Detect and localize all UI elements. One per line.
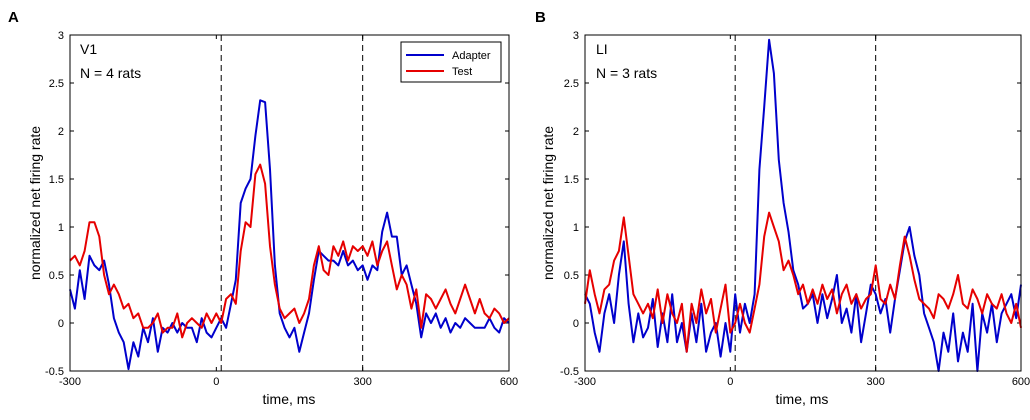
series-line-test-a — [69, 163, 510, 339]
x-tick-label: 300 — [866, 376, 884, 388]
y-tick-label: 0 — [573, 318, 579, 330]
x-tick-label: 300 — [353, 376, 371, 388]
x-tick-label: -300 — [574, 376, 596, 388]
stimulus-markers-b — [734, 35, 877, 371]
y-axis-label-a: normalized net firing rate — [27, 126, 43, 280]
y-tick-label: 2.5 — [49, 78, 64, 90]
y-tick-label: 1 — [573, 222, 579, 234]
plot-frame-b — [584, 34, 1022, 372]
n-label-b: N = 3 rats — [596, 65, 657, 81]
x-axis-label-a: time, ms — [263, 391, 316, 407]
n-label-a: N = 4 rats — [80, 65, 141, 81]
x-tick-label: 0 — [213, 376, 219, 388]
x-axis-label-b: time, ms — [776, 391, 829, 407]
series-line-adapter-b — [584, 38, 1022, 372]
y-tick-label: 1 — [58, 222, 64, 234]
x-tick-label: -300 — [59, 376, 81, 388]
plot-frame-a — [69, 34, 510, 372]
panel-b: B normalized net firing rate time, ms -0… — [535, 9, 1030, 407]
y-tick-label: 0.5 — [49, 270, 64, 282]
series-lines-b — [584, 38, 1022, 372]
y-tick-label: -0.5 — [560, 366, 579, 378]
legend-a: Adapter Test — [400, 41, 502, 83]
y-tick-label: 2 — [58, 126, 64, 138]
y-tick-label: 2 — [573, 126, 579, 138]
panel-letter-a: A — [8, 9, 19, 26]
y-axis-label-b: normalized net firing rate — [540, 126, 556, 280]
series-line-test-b — [584, 211, 1022, 353]
ticks-a: -0.5 0 0.5 1 1.5 2 2.5 3 -300 0 300 600 — [45, 30, 518, 388]
y-tick-label: -0.5 — [45, 366, 64, 378]
x-tick-label: 600 — [500, 376, 518, 388]
stimulus-markers-a — [220, 35, 364, 371]
y-tick-label: 2.5 — [564, 78, 579, 90]
legend-label-adapter: Adapter — [452, 50, 491, 62]
legend-box-a — [400, 41, 502, 83]
y-tick-label: 3 — [58, 30, 64, 42]
region-label-b: LI — [596, 41, 608, 57]
y-tick-label: 0 — [58, 318, 64, 330]
region-label-a: V1 — [80, 41, 97, 57]
y-tick-label: 3 — [573, 30, 579, 42]
panel-letter-b: B — [535, 9, 546, 26]
series-lines-a — [69, 99, 510, 371]
y-tick-label: 0.5 — [564, 270, 579, 282]
legend-label-test: Test — [452, 66, 472, 78]
x-tick-label: 0 — [727, 376, 733, 388]
y-tick-label: 1.5 — [564, 174, 579, 186]
y-tick-label: 1.5 — [49, 174, 64, 186]
x-tick-label: 600 — [1012, 376, 1030, 388]
panel-a: A normalized net firing rate time, ms -0… — [8, 9, 518, 407]
ticks-b: -0.5 0 0.5 1 1.5 2 2.5 3 -300 0 300 600 — [560, 30, 1030, 388]
